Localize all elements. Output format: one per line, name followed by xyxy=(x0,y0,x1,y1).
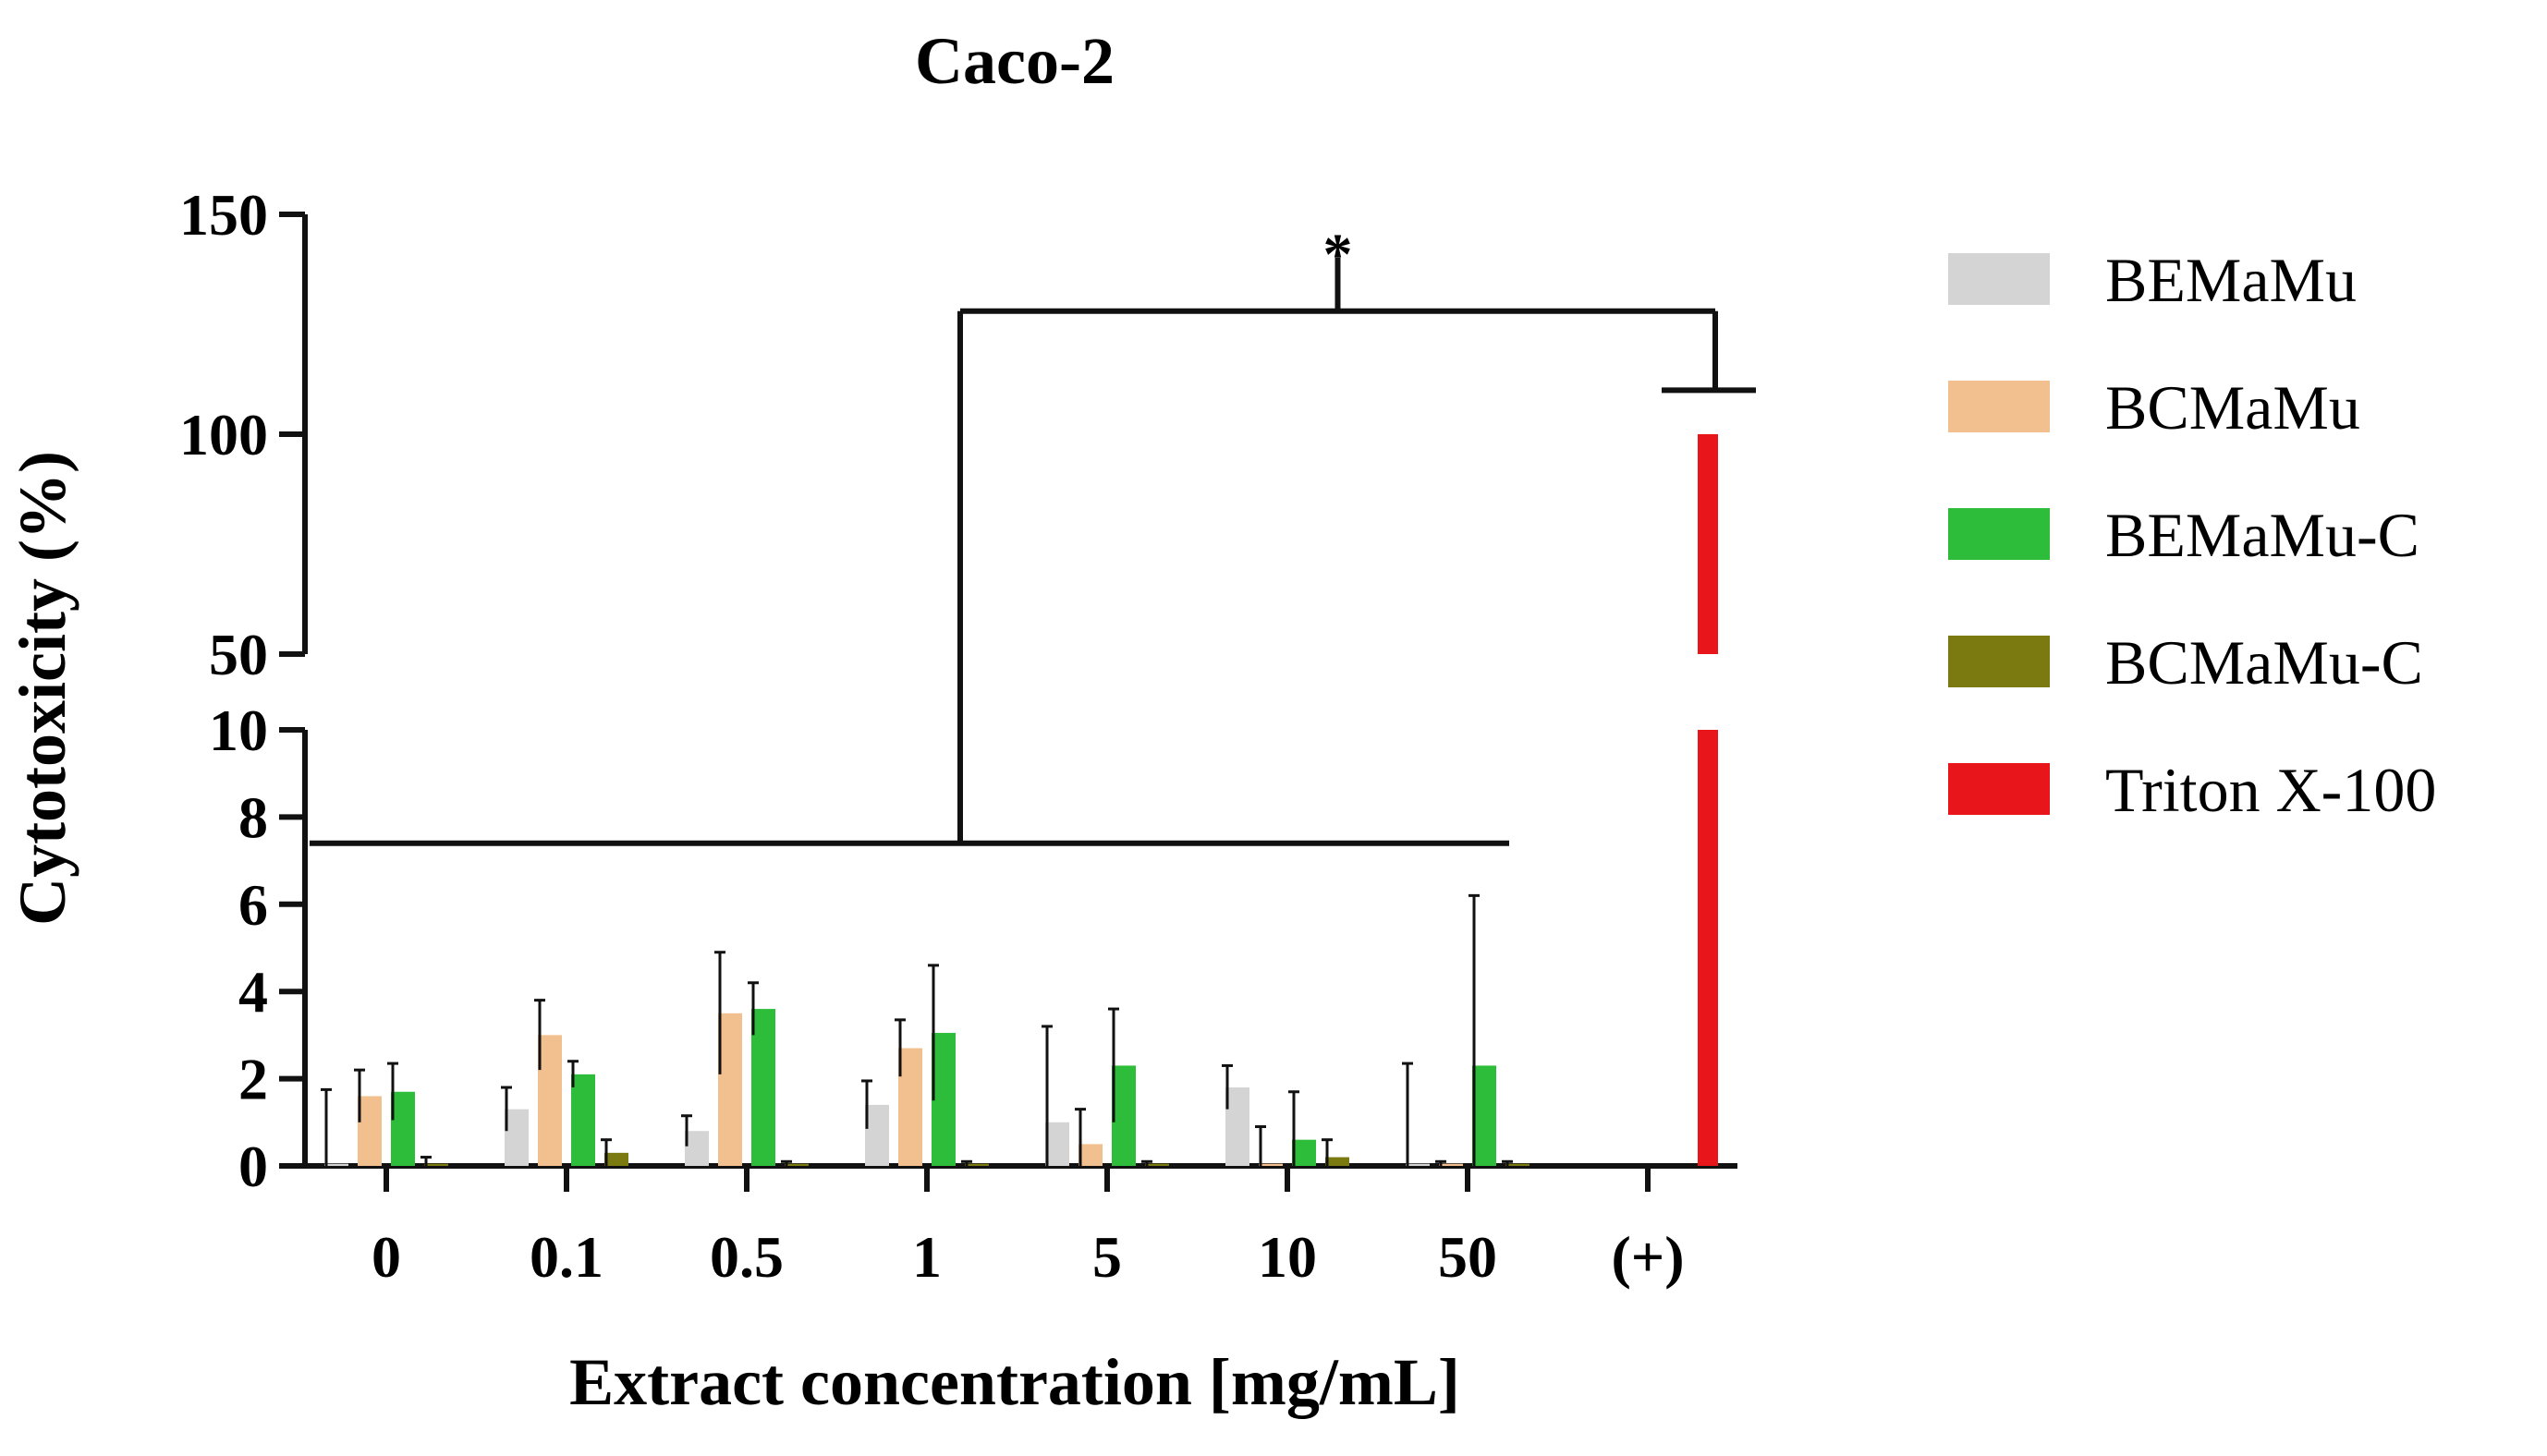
bar xyxy=(424,1163,448,1166)
legend-label: BCMaMu xyxy=(2105,372,2360,443)
bar xyxy=(965,1163,989,1166)
bar xyxy=(1259,1163,1283,1166)
bar xyxy=(751,1009,775,1166)
bar xyxy=(865,1104,889,1166)
bar xyxy=(1145,1163,1169,1166)
bar xyxy=(685,1131,709,1166)
bar-triton-lower xyxy=(1698,730,1718,1166)
y-tick-label: 8 xyxy=(238,784,268,850)
legend-label: BEMaMu-C xyxy=(2105,500,2419,570)
legend-label: BEMaMu xyxy=(2105,245,2357,315)
bar xyxy=(1225,1087,1249,1166)
bar xyxy=(1079,1144,1103,1166)
y-tick-label: 2 xyxy=(238,1047,268,1112)
legend-swatch xyxy=(1948,253,2050,305)
bar xyxy=(1472,1065,1496,1166)
bar xyxy=(358,1096,382,1166)
y-tick-label: 100 xyxy=(179,402,268,467)
x-tick-label: 1 xyxy=(912,1224,942,1290)
bar xyxy=(571,1074,595,1166)
bars xyxy=(324,434,1718,1166)
significance-label: * xyxy=(1323,222,1353,287)
y-tick-label: 50 xyxy=(209,622,268,687)
legend-swatch xyxy=(1948,508,2050,560)
bar xyxy=(1112,1065,1136,1166)
bar xyxy=(391,1091,415,1166)
bar xyxy=(1439,1163,1463,1166)
y-tick-label: 6 xyxy=(238,872,268,938)
bar xyxy=(1045,1122,1069,1166)
legend-swatch xyxy=(1948,636,2050,687)
chart-title: Caco-2 xyxy=(915,24,1115,98)
bar xyxy=(898,1048,922,1166)
x-tick-label: 50 xyxy=(1438,1224,1497,1290)
x-tick-label: 10 xyxy=(1258,1224,1317,1290)
x-tick-label: 5 xyxy=(1092,1224,1122,1290)
legend-label: BCMaMu-C xyxy=(2105,627,2423,698)
y-tick-label: 10 xyxy=(209,698,268,763)
legend-label: Triton X-100 xyxy=(2105,755,2436,825)
x-axis-label: Extract concentration [mg/mL] xyxy=(569,1345,1460,1419)
y-tick-label: 4 xyxy=(238,959,268,1025)
y-tick-label: 150 xyxy=(179,182,268,248)
bar xyxy=(932,1033,956,1166)
bar xyxy=(604,1152,628,1166)
bar xyxy=(1505,1163,1529,1166)
bar xyxy=(324,1163,348,1166)
legend-swatch xyxy=(1948,381,2050,432)
y-tick-label: 0 xyxy=(238,1134,268,1199)
legend-swatch xyxy=(1948,763,2050,815)
bar xyxy=(785,1163,809,1166)
significance-bracket: * xyxy=(310,222,1756,846)
x-tick-label: (+) xyxy=(1611,1224,1684,1290)
bar-triton-upper xyxy=(1698,434,1718,654)
bar xyxy=(505,1109,529,1166)
bar xyxy=(538,1035,562,1166)
y-axis-label: Cytotoxicity (%) xyxy=(6,451,79,926)
bar xyxy=(1406,1163,1430,1166)
bar xyxy=(718,1013,742,1166)
x-tick-label: 0 xyxy=(372,1224,401,1290)
x-tick-label: 0.5 xyxy=(710,1224,784,1290)
bar xyxy=(1292,1139,1316,1166)
legend: BEMaMu BCMaMu BEMaMu-C BCMaMu-C Triton X-100 xyxy=(1948,245,2436,825)
bar xyxy=(1325,1157,1349,1166)
x-tick-label: 0.1 xyxy=(530,1224,603,1290)
error-bars xyxy=(321,893,1513,1166)
